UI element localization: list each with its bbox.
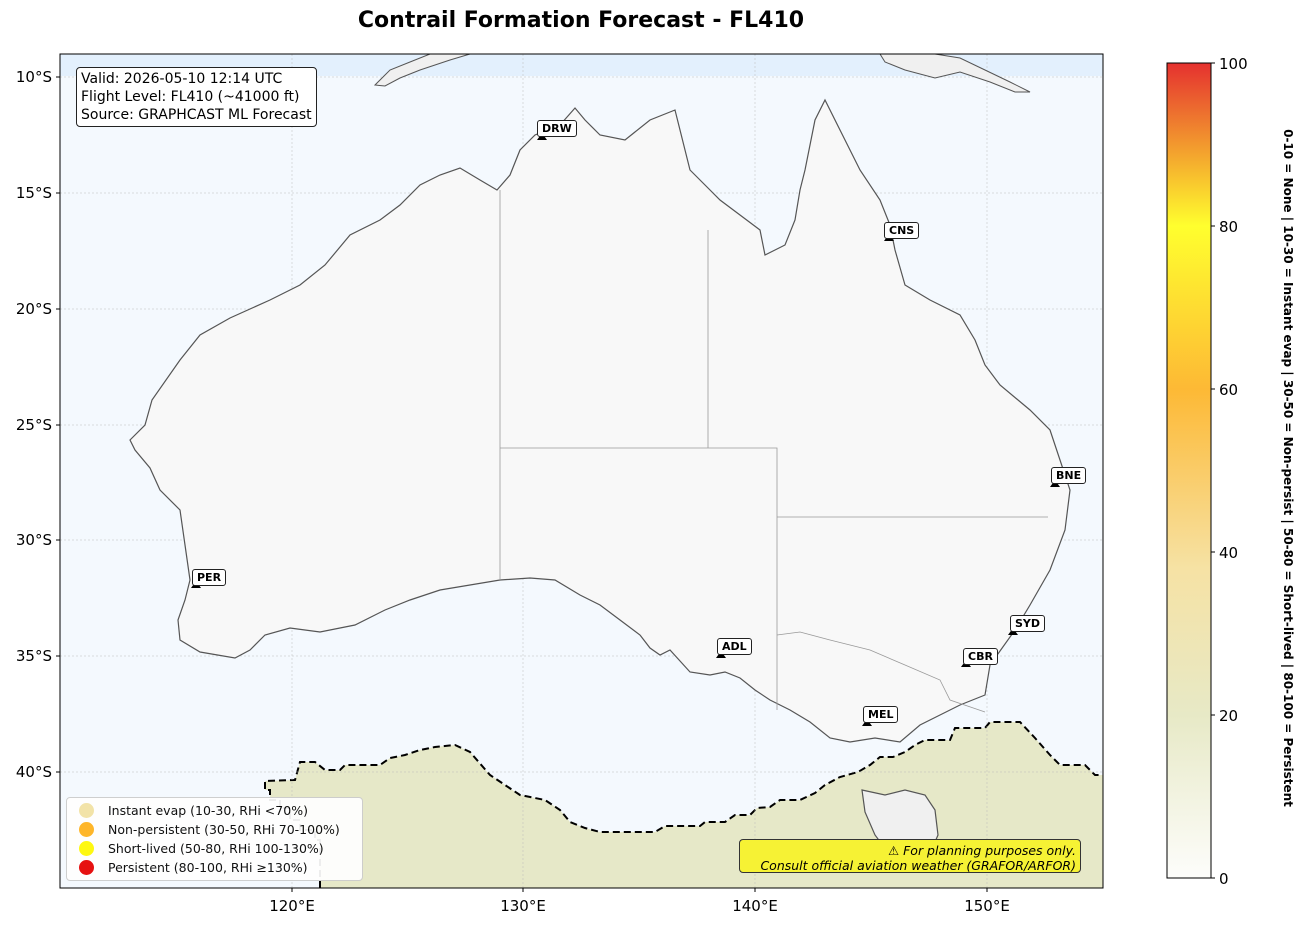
legend-label: Instant evap (10-30, RHi <70%): [108, 803, 308, 818]
legend-label: Short-lived (50-80, RHi 100-130%): [108, 841, 324, 856]
legend-item: Short-lived (50-80, RHi 100-130%): [79, 841, 324, 856]
map-title: Contrail Formation Forecast - FL410: [357, 8, 805, 33]
city-label-drw: DRW: [537, 120, 577, 137]
legend-item: Non-persistent (30-50, RHi 70-100%): [79, 822, 340, 837]
city-label-bne: BNE: [1051, 467, 1087, 484]
colorbar-tick-label: 80: [1219, 218, 1238, 236]
city-label-mel: MEL: [863, 706, 899, 723]
disclaimer-box: ⚠ For planning purposes only. Consult of…: [739, 839, 1081, 873]
legend-label: Persistent (80-100, RHi ≥130%): [108, 860, 308, 875]
city-label-adl: ADL: [717, 638, 752, 655]
x-axis-labels: 120°E 130°E 140°E 150°E: [269, 897, 1010, 915]
state-borders: [499, 190, 1048, 713]
disclaimer-line-1: ⚠ For planning purposes only.: [888, 843, 1076, 858]
x-tick-label: 120°E: [269, 897, 315, 915]
flight-level: Flight Level: FL410 (~41000 ft): [81, 89, 300, 105]
colorbar-tick-label: 20: [1219, 707, 1238, 725]
city-label-per: PER: [192, 569, 227, 586]
info-box: Valid: 2026-05-10 12:14 UTC Flight Level…: [76, 67, 317, 127]
x-tick-label: 140°E: [732, 897, 778, 915]
y-tick-label: 40°S: [16, 763, 52, 781]
legend-swatch: [79, 803, 94, 818]
legend-swatch: [79, 860, 94, 875]
x-tick-label: 130°E: [500, 897, 546, 915]
colorbar-caption: 0-10 = None | 10-30 = Instant evap | 30-…: [1281, 129, 1295, 807]
legend: Instant evap (10-30, RHi <70%) Non-persi…: [66, 797, 363, 881]
city-label-cbr: CBR: [963, 648, 998, 665]
legend-item: Instant evap (10-30, RHi <70%): [79, 803, 308, 818]
legend-swatch: [79, 841, 94, 856]
colorbar-labels: 0 20 40 60 80 100: [1219, 55, 1248, 888]
new-guinea-east: [879, 54, 1031, 93]
legend-swatch: [79, 822, 94, 837]
y-tick-label: 10°S: [16, 68, 52, 86]
x-tick-label: 150°E: [964, 897, 1010, 915]
data-source: Source: GRAPHCAST ML Forecast: [81, 107, 312, 123]
y-tick-label: 20°S: [16, 300, 52, 318]
colorbar-ticks: [1211, 62, 1215, 879]
y-tick-label: 15°S: [16, 184, 52, 202]
y-tick-label: 35°S: [16, 647, 52, 665]
city-label-syd: SYD: [1010, 615, 1046, 632]
colorbar: [1166, 62, 1212, 879]
map-frame: [59, 53, 1104, 889]
new-guinea: [373, 54, 471, 87]
valid-time: Valid: 2026-05-10 12:14 UTC: [81, 71, 283, 87]
axis-ticks: [56, 76, 988, 892]
colorbar-tick-label: 0: [1219, 870, 1229, 888]
contrail-zone-boundary: [264, 721, 1103, 888]
city-label-cns: CNS: [884, 222, 920, 239]
colorbar-tick-label: 40: [1219, 544, 1238, 562]
colorbar-tick-label: 60: [1219, 381, 1238, 399]
y-tick-label: 25°S: [16, 416, 52, 434]
y-axis-labels: 10°S 15°S 20°S 25°S 30°S 35°S 40°S: [16, 68, 52, 781]
legend-label: Non-persistent (30-50, RHi 70-100%): [108, 822, 340, 837]
legend-item: Persistent (80-100, RHi ≥130%): [79, 860, 308, 875]
disclaimer-line-2: Consult official aviation weather (GRAFO…: [760, 858, 1076, 873]
colorbar-tick-label: 100: [1219, 55, 1248, 73]
top-shading: [60, 54, 1103, 76]
y-tick-label: 30°S: [16, 531, 52, 549]
